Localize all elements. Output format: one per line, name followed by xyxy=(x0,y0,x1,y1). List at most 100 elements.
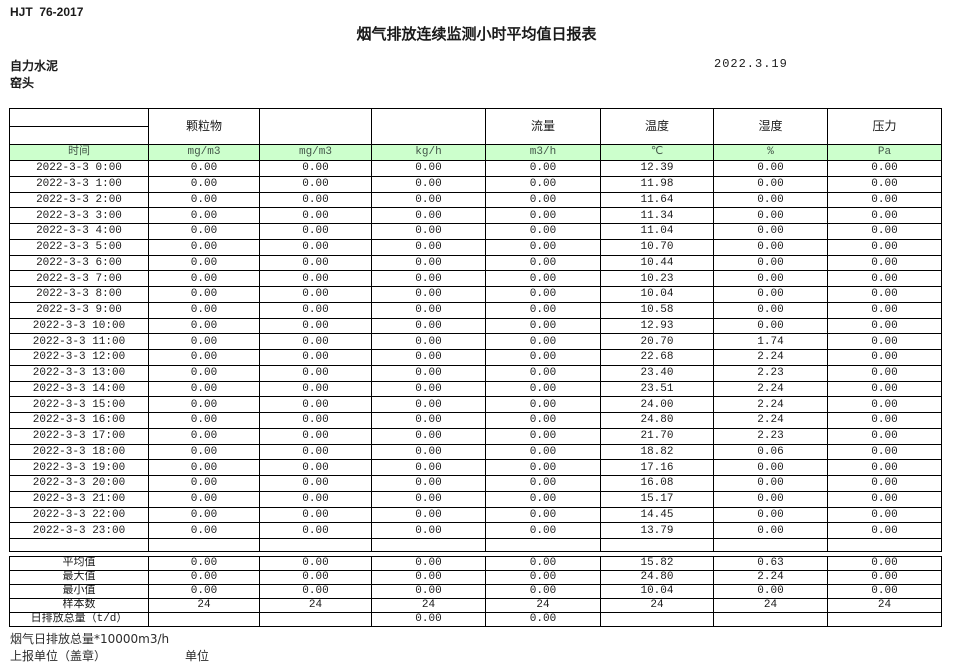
table-row: 2022-3-3 22:00 0.00 0.00 0.00 0.00 14.45 0.00 0… xyxy=(9,506,942,524)
value-cell: 0.00 xyxy=(827,380,942,398)
unit-cell: % xyxy=(713,144,828,161)
value-cell: 0.00 xyxy=(259,490,372,508)
value-cell: 23.51 xyxy=(600,380,714,398)
table-row: 2022-3-3 13:00 0.00 0.00 0.00 0.00 23.40 2.23 0… xyxy=(9,364,942,382)
value-cell: 0.00 xyxy=(827,427,942,445)
value-cell: 0.00 xyxy=(148,175,260,193)
value-cell: 0.00 xyxy=(485,349,601,366)
value-cell: 0.00 xyxy=(713,475,828,492)
value-cell: 0.00 xyxy=(148,317,260,335)
value-cell: 0.00 xyxy=(713,317,828,335)
value-cell: 0.00 xyxy=(371,286,486,303)
value-cell: 0.00 xyxy=(713,522,828,539)
value-cell: 0.00 xyxy=(259,396,372,413)
value-cell: 2.23 xyxy=(713,427,828,445)
time-split-top-cell xyxy=(9,108,149,127)
time-cell: 2022-3-3 23:00 xyxy=(9,522,149,539)
value-cell: 0.00 xyxy=(827,223,942,240)
value-cell: 0.00 xyxy=(148,254,260,272)
group-header-cell: 湿度 xyxy=(713,108,828,145)
value-cell: 11.64 xyxy=(600,191,714,209)
value-cell: 0.00 xyxy=(713,286,828,303)
group-empty-cell xyxy=(371,108,486,145)
time-cell: 2022-3-3 15:00 xyxy=(9,396,149,413)
value-cell: 0.00 xyxy=(148,396,260,413)
value-cell: 0.00 xyxy=(485,238,601,256)
value-cell: 0.00 xyxy=(259,160,372,177)
summary-value-cell: 10.04 xyxy=(600,584,714,599)
time-cell: 2022-3-3 18:00 xyxy=(9,443,149,461)
empty-cell xyxy=(259,538,372,552)
value-cell: 0.00 xyxy=(485,254,601,272)
value-cell: 0.00 xyxy=(827,490,942,508)
value-cell: 0.00 xyxy=(259,254,372,272)
unit-label: 单位 xyxy=(185,649,210,663)
value-cell: 13.79 xyxy=(600,522,714,539)
time-cell: 2022-3-3 21:00 xyxy=(9,490,149,508)
value-cell: 0.00 xyxy=(259,459,372,476)
empty-cell xyxy=(9,538,149,552)
table-row: 2022-3-3 6:00 0.00 0.00 0.00 0.00 10.44 0.00 0.… xyxy=(9,254,942,272)
value-cell: 0.00 xyxy=(259,207,372,224)
summary-value-cell: 0.00 xyxy=(371,584,486,599)
value-cell: 0.00 xyxy=(485,475,601,492)
value-cell: 0.00 xyxy=(713,459,828,476)
value-cell: 0.00 xyxy=(148,349,260,366)
summary-value-cell: 0.00 xyxy=(148,570,260,585)
value-cell: 0.00 xyxy=(485,443,601,461)
value-cell: 0.00 xyxy=(485,191,601,209)
table-row: 2022-3-3 21:00 0.00 0.00 0.00 0.00 15.17 0.00 0… xyxy=(9,490,942,508)
time-cell: 2022-3-3 7:00 xyxy=(9,270,149,287)
report-title: 烟气排放连续监测小时平均值日报表 xyxy=(356,25,597,43)
value-cell: 0.00 xyxy=(485,412,601,429)
value-cell: 16.08 xyxy=(600,475,714,492)
spacer-row xyxy=(9,551,942,557)
group-empty-cell xyxy=(259,108,372,145)
value-cell: 24.00 xyxy=(600,396,714,413)
value-cell: 0.00 xyxy=(371,349,486,366)
value-cell: 0.00 xyxy=(259,223,372,240)
value-cell: 0.00 xyxy=(148,333,260,350)
value-cell: 0.00 xyxy=(148,191,260,209)
table-row: 2022-3-3 20:00 0.00 0.00 0.00 0.00 16.08 0.00 0… xyxy=(9,475,942,492)
value-cell: 0.00 xyxy=(713,207,828,224)
value-cell: 2.24 xyxy=(713,412,828,429)
value-cell: 0.00 xyxy=(148,412,260,429)
summary-value-cell: 24 xyxy=(713,598,828,613)
report-unit-label: 上报单位（盖章） xyxy=(10,649,107,663)
time-cell: 2022-3-3 2:00 xyxy=(9,191,149,209)
value-cell: 0.00 xyxy=(827,333,942,350)
value-cell: 0.00 xyxy=(148,427,260,445)
value-cell: 22.68 xyxy=(600,349,714,366)
summary-value-cell: 0.63 xyxy=(713,556,828,571)
time-cell: 2022-3-3 3:00 xyxy=(9,207,149,224)
summary-value-cell xyxy=(713,612,828,627)
value-cell: 0.00 xyxy=(148,490,260,508)
summary-value-cell: 0.00 xyxy=(827,556,942,571)
table-row: 2022-3-3 9:00 0.00 0.00 0.00 0.00 10.58 0.00 0.… xyxy=(9,301,942,319)
value-cell: 0.00 xyxy=(148,301,260,319)
value-cell: 21.70 xyxy=(600,427,714,445)
value-cell: 10.23 xyxy=(600,270,714,287)
table-row: 2022-3-3 14:00 0.00 0.00 0.00 0.00 23.51 2.24 0… xyxy=(9,380,942,398)
value-cell: 0.00 xyxy=(259,364,372,382)
report-date: 2022.3.19 xyxy=(714,57,788,71)
value-cell: 0.00 xyxy=(827,238,942,256)
value-cell: 0.00 xyxy=(485,301,601,319)
value-cell: 10.44 xyxy=(600,254,714,272)
table-row: 2022-3-3 11:00 0.00 0.00 0.00 0.00 20.70 1.74 0… xyxy=(9,333,942,350)
table-row: 2022-3-3 12:00 0.00 0.00 0.00 0.00 22.68 2.24 0… xyxy=(9,349,942,366)
summary-label-cell: 最大值 xyxy=(9,570,149,585)
value-cell: 0.00 xyxy=(148,459,260,476)
value-cell: 14.45 xyxy=(600,506,714,524)
value-cell: 0.00 xyxy=(713,254,828,272)
table-row: 2022-3-3 10:00 0.00 0.00 0.00 0.00 12.93 0.00 0… xyxy=(9,317,942,335)
value-cell: 0.00 xyxy=(485,317,601,335)
value-cell: 0.00 xyxy=(148,286,260,303)
time-cell: 2022-3-3 4:00 xyxy=(9,223,149,240)
value-cell: 0.00 xyxy=(371,522,486,539)
value-cell: 12.93 xyxy=(600,317,714,335)
value-cell: 24.80 xyxy=(600,412,714,429)
value-cell: 0.00 xyxy=(371,238,486,256)
